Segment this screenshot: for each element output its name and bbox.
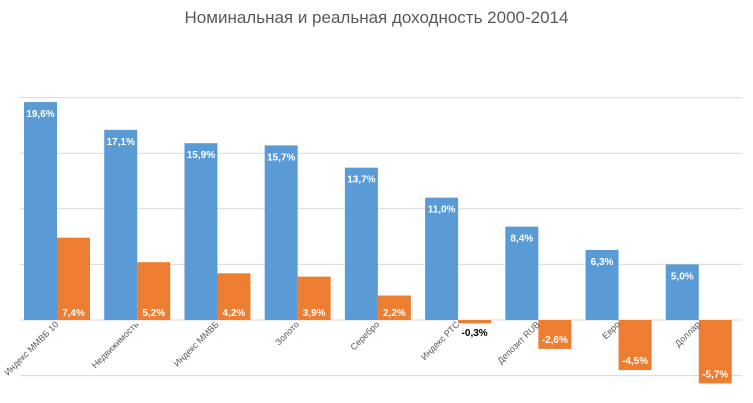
data-label-real: 4,2% [223,308,246,319]
data-label-real: -5,7% [702,369,728,380]
category-label: Депозит RUB [495,319,541,365]
data-label-nominal: 15,9% [187,150,215,161]
bar-real [297,276,331,320]
data-label-real: 7,4% [62,308,85,319]
chart-title: Номинальная и реальная доходность 2000-2… [184,8,569,27]
bar-nominal [425,197,459,320]
data-label-nominal: 19,6% [26,109,54,120]
bar-nominal [24,102,57,320]
bar-real [377,295,411,320]
category-label: Доллар [673,319,702,348]
bar-nominal [264,145,298,320]
bar-real [618,320,652,371]
data-label-nominal: 15,7% [267,152,295,163]
data-label-real: -2,6% [542,335,568,346]
category-label: Серебро [348,319,381,352]
data-label-nominal: 6,3% [591,257,614,268]
bar-real [538,320,572,349]
bar-nominal [344,167,378,320]
data-label-nominal: 8,4% [510,234,533,245]
bar-real [137,262,171,320]
data-label-real: -4,5% [622,356,648,367]
category-label: Недвижимость [90,319,141,370]
category-label: Индекс ММВБ [172,319,221,368]
data-label-real: 2,2% [383,308,406,319]
bar-real [458,320,492,324]
bar-real [57,237,90,320]
bar-nominal [184,143,218,320]
bar-real [698,320,732,384]
data-label-nominal: 17,1% [107,137,135,148]
bar-nominal [104,129,138,320]
data-label-real: 5,2% [142,308,165,319]
data-label-nominal: 5,0% [671,271,694,282]
bar-real [217,273,251,320]
bar-nominal [505,226,539,320]
bar-nominal [585,249,619,320]
category-label: Индекс РТС [419,319,462,362]
data-label-nominal: 11,0% [428,205,456,216]
data-label-real: 3,9% [303,308,326,319]
data-label-nominal: 13,7% [347,175,375,186]
bar-nominal [665,264,699,320]
category-label: Индекс ММВБ 10 [2,319,60,377]
data-label-real: -0,3% [462,328,488,339]
category-label: Золото [273,319,301,347]
